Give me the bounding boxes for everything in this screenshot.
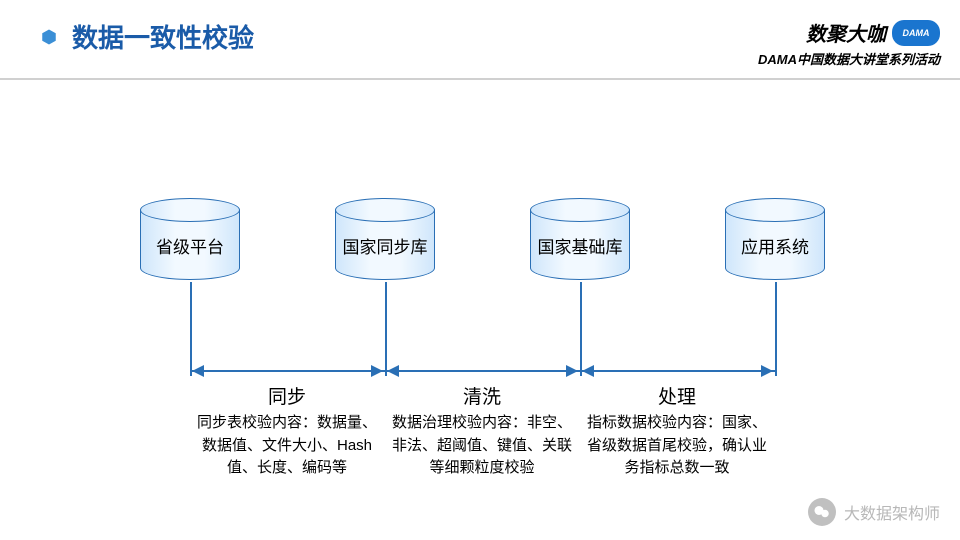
cylinder-node: 应用系统 bbox=[725, 198, 825, 280]
stage-label: 清洗 bbox=[392, 382, 572, 409]
arrow-right-icon bbox=[566, 365, 578, 377]
cylinder-node: 国家同步库 bbox=[335, 198, 435, 280]
tick-mark bbox=[775, 364, 777, 376]
stage-description: 数据治理校验内容：非空、非法、超阈值、键值、关联等细颗粒度校验 bbox=[387, 412, 577, 480]
cylinder-node: 国家基础库 bbox=[530, 198, 630, 280]
stage-label: 同步 bbox=[197, 382, 377, 409]
slide-title: 数据一致性校验 bbox=[72, 18, 254, 55]
arrow-left-icon bbox=[582, 365, 594, 377]
cylinder-label: 国家基础库 bbox=[538, 238, 623, 258]
arrow-left-icon bbox=[192, 365, 204, 377]
connector-vline bbox=[385, 282, 387, 370]
cylinder-label: 国家同步库 bbox=[343, 238, 428, 258]
cylinder-label: 应用系统 bbox=[741, 238, 809, 258]
wechat-watermark: 大数据架构师 bbox=[808, 498, 940, 526]
cylinder-label: 省级平台 bbox=[156, 238, 224, 258]
arrow-right-icon bbox=[371, 365, 383, 377]
arrow-right-icon bbox=[761, 365, 773, 377]
wechat-text: 大数据架构师 bbox=[844, 500, 940, 524]
brand-block: 数聚大咖 DAMA DAMA中国数据大讲堂系列活动 bbox=[758, 18, 940, 68]
arrow-left-icon bbox=[387, 365, 399, 377]
connector-hline bbox=[190, 370, 775, 372]
cylinder-node: 省级平台 bbox=[140, 198, 240, 280]
brand-name: 数聚大咖 bbox=[806, 18, 886, 47]
flow-diagram: 省级平台 国家同步库 国家基础库 应用系统同步同步表校验内容：数据量、数据值、文件大小… bbox=[0, 80, 960, 520]
connector-vline bbox=[775, 282, 777, 370]
title-wrap: 数据一致性校验 bbox=[40, 18, 254, 55]
connector-vline bbox=[190, 282, 192, 370]
stage-description: 指标数据校验内容：国家、省级数据首尾校验，确认业务指标总数一致 bbox=[582, 412, 772, 480]
brand-subtitle: DAMA中国数据大讲堂系列活动 bbox=[758, 49, 940, 68]
hexagon-icon bbox=[40, 28, 58, 46]
brand-logo: DAMA bbox=[892, 20, 940, 46]
slide-header: 数据一致性校验 数聚大咖 DAMA DAMA中国数据大讲堂系列活动 bbox=[0, 0, 960, 80]
connector-vline bbox=[580, 282, 582, 370]
wechat-icon bbox=[808, 498, 836, 526]
stage-label: 处理 bbox=[587, 382, 767, 409]
stage-description: 同步表校验内容：数据量、数据值、文件大小、Hash值、长度、编码等 bbox=[192, 412, 382, 480]
